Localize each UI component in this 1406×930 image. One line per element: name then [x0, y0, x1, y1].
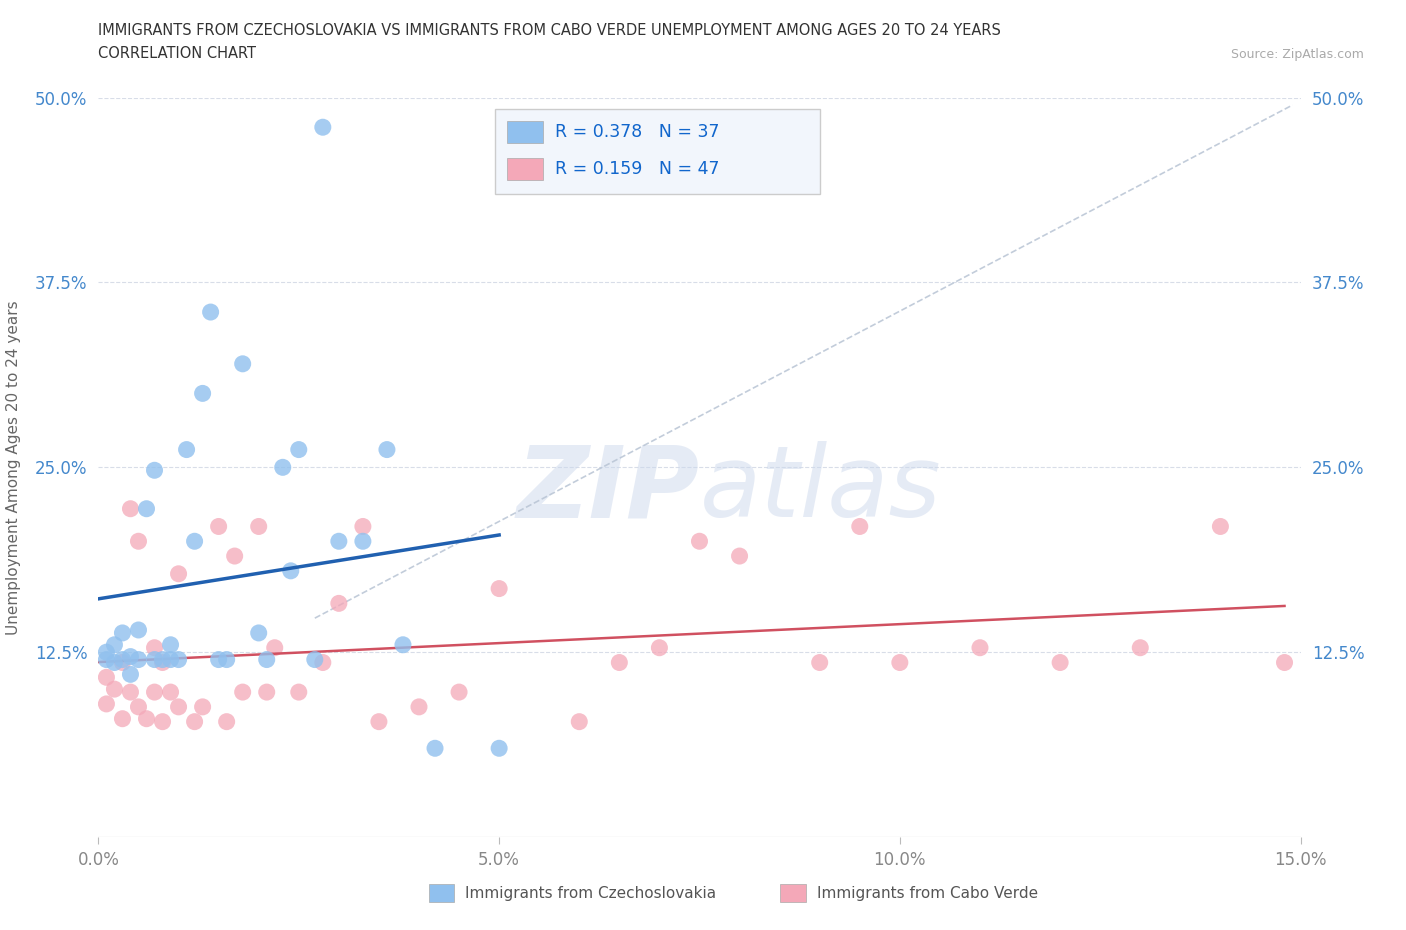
Point	[1129, 640, 1152, 655]
Point	[689, 534, 711, 549]
Point	[808, 655, 831, 670]
Point	[152, 655, 174, 670]
Point	[167, 566, 190, 581]
Text: Immigrants from Cabo Verde: Immigrants from Cabo Verde	[817, 886, 1038, 901]
Point	[96, 670, 118, 684]
Point	[215, 714, 238, 729]
Point	[128, 622, 150, 637]
Point	[352, 519, 374, 534]
Point	[609, 655, 631, 670]
Text: atlas: atlas	[700, 441, 941, 538]
Point	[288, 684, 311, 699]
Point	[208, 519, 231, 534]
Point	[368, 714, 391, 729]
Point	[1209, 519, 1232, 534]
Text: CORRELATION CHART: CORRELATION CHART	[98, 46, 256, 61]
Point	[849, 519, 872, 534]
Point	[889, 655, 911, 670]
Point	[135, 501, 157, 516]
Point	[392, 637, 415, 652]
Point	[280, 564, 302, 578]
Y-axis label: Unemployment Among Ages 20 to 24 years: Unemployment Among Ages 20 to 24 years	[6, 300, 21, 634]
Point	[96, 644, 118, 659]
Point	[111, 655, 134, 670]
Point	[200, 305, 222, 320]
Point	[143, 652, 166, 667]
Point	[256, 652, 278, 667]
Point	[224, 549, 246, 564]
Point	[152, 714, 174, 729]
Text: R = 0.378   N = 37: R = 0.378 N = 37	[555, 124, 720, 141]
Point	[328, 534, 350, 549]
Point	[568, 714, 591, 729]
Point	[312, 655, 335, 670]
Point	[1049, 655, 1071, 670]
Point	[247, 626, 270, 641]
Point	[143, 640, 166, 655]
Point	[111, 711, 134, 726]
Point	[103, 682, 125, 697]
Point	[103, 655, 125, 670]
Point	[447, 684, 470, 699]
Text: R = 0.159   N = 47: R = 0.159 N = 47	[555, 160, 720, 179]
Point	[728, 549, 751, 564]
Point	[143, 463, 166, 478]
Point	[167, 699, 190, 714]
FancyBboxPatch shape	[508, 121, 543, 143]
Point	[312, 120, 335, 135]
FancyBboxPatch shape	[508, 158, 543, 180]
Point	[183, 714, 205, 729]
Point	[96, 697, 118, 711]
Point	[152, 652, 174, 667]
Point	[176, 442, 198, 457]
Point	[191, 699, 214, 714]
Point	[111, 626, 134, 641]
Point	[191, 386, 214, 401]
Point	[328, 596, 350, 611]
Point	[96, 652, 118, 667]
Point	[128, 534, 150, 549]
Point	[408, 699, 430, 714]
Point	[352, 534, 374, 549]
Point	[120, 667, 142, 682]
FancyBboxPatch shape	[495, 109, 820, 193]
Point	[183, 534, 205, 549]
Point	[375, 442, 398, 457]
Text: Source: ZipAtlas.com: Source: ZipAtlas.com	[1230, 48, 1364, 61]
Point	[263, 640, 285, 655]
Point	[208, 652, 231, 667]
Point	[423, 741, 446, 756]
Point	[271, 460, 294, 474]
Point	[111, 652, 134, 667]
Point	[488, 741, 510, 756]
Point	[128, 699, 150, 714]
Point	[288, 442, 311, 457]
Text: ZIP: ZIP	[516, 441, 700, 538]
Point	[232, 684, 254, 699]
Point	[247, 519, 270, 534]
Point	[120, 501, 142, 516]
Text: Immigrants from Czechoslovakia: Immigrants from Czechoslovakia	[465, 886, 717, 901]
Point	[304, 652, 326, 667]
Point	[143, 684, 166, 699]
Point	[256, 684, 278, 699]
Point	[488, 581, 510, 596]
Point	[120, 649, 142, 664]
Point	[167, 652, 190, 667]
Point	[1274, 655, 1296, 670]
Text: IMMIGRANTS FROM CZECHOSLOVAKIA VS IMMIGRANTS FROM CABO VERDE UNEMPLOYMENT AMONG : IMMIGRANTS FROM CZECHOSLOVAKIA VS IMMIGR…	[98, 23, 1001, 38]
Point	[159, 684, 181, 699]
Point	[969, 640, 991, 655]
Point	[159, 652, 181, 667]
Point	[232, 356, 254, 371]
Point	[135, 711, 157, 726]
Point	[120, 684, 142, 699]
Point	[128, 652, 150, 667]
Point	[103, 637, 125, 652]
Point	[648, 640, 671, 655]
Point	[159, 637, 181, 652]
Point	[215, 652, 238, 667]
